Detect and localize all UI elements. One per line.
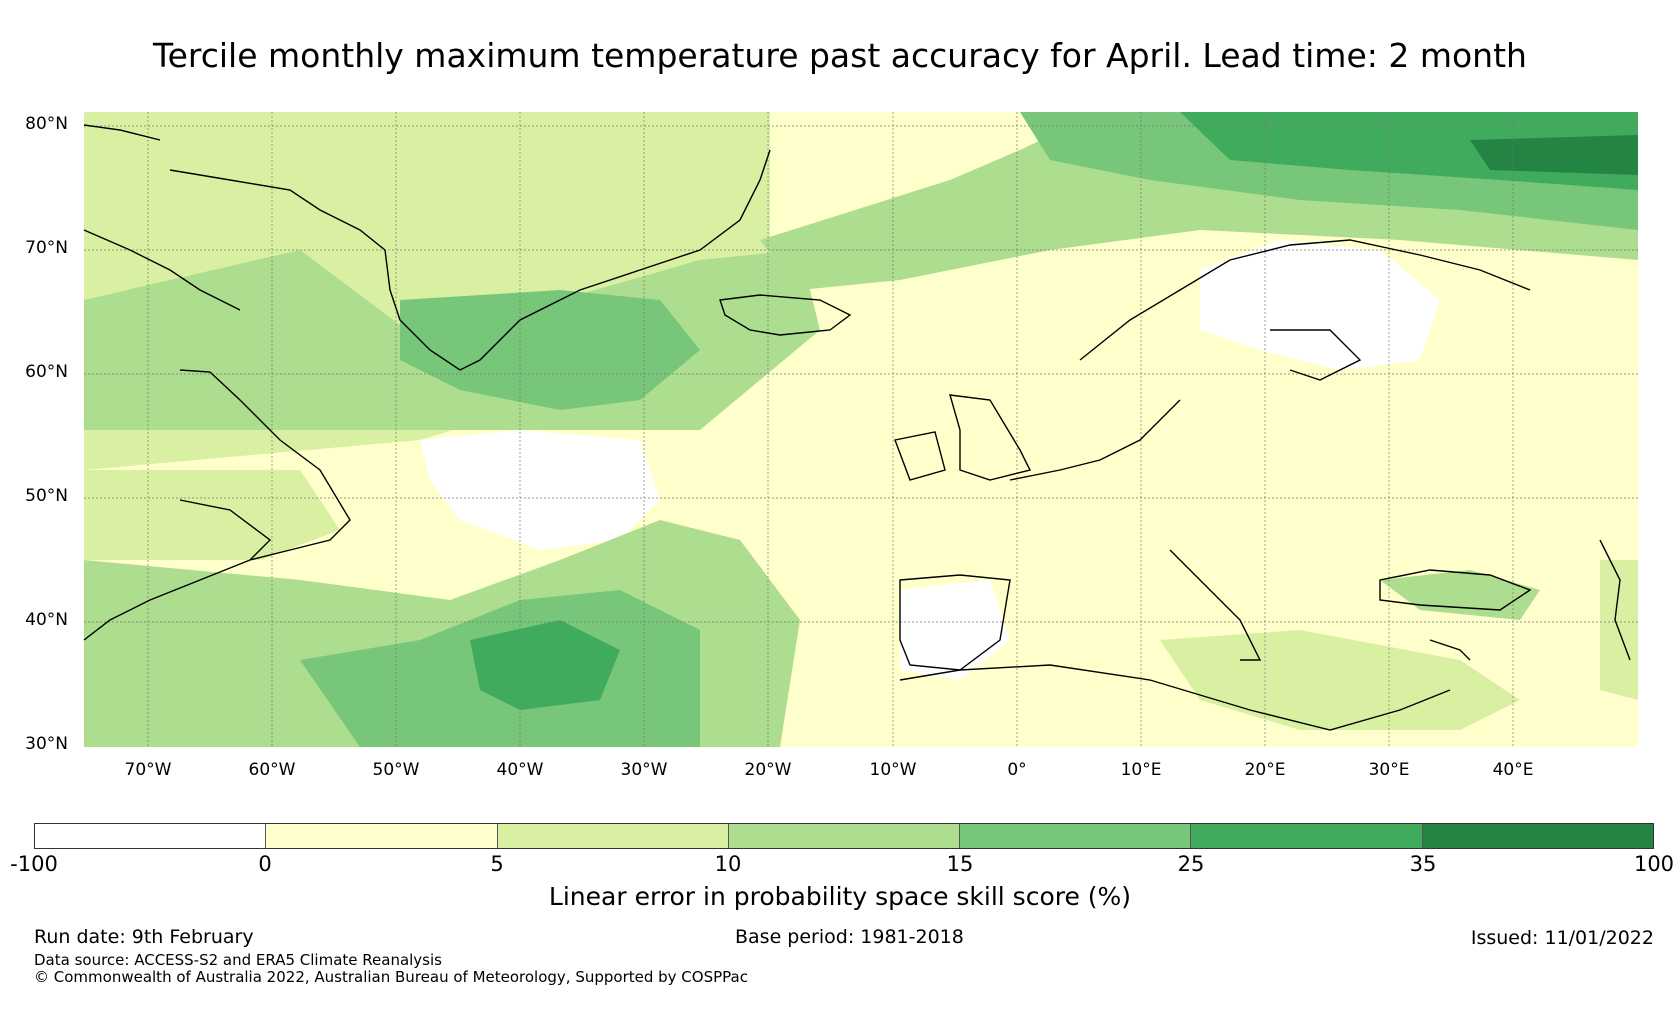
greenland-coast — [169, 149, 771, 371]
colorbar-segment — [35, 824, 267, 848]
lat-label-40n: 40°N — [25, 610, 68, 630]
lon-label-70w: 70°W — [124, 760, 172, 780]
lon-label-30w: 30°W — [620, 760, 668, 780]
norway-coast — [1079, 239, 1531, 361]
field-irminger — [400, 290, 700, 410]
colorbar-segment — [960, 824, 1192, 848]
coastlines — [83, 124, 1631, 731]
colorbar-tick: 25 — [1177, 852, 1205, 876]
continental-coast — [1009, 399, 1181, 481]
italy-coast — [1169, 549, 1262, 661]
field-iberia-white — [900, 580, 1010, 680]
lon-label-10e: 10°E — [1120, 760, 1162, 780]
lat-label-60n: 60°N — [25, 362, 68, 382]
anatolia-coast — [1429, 639, 1471, 661]
colorbar-tick: 15 — [946, 852, 974, 876]
lat-label-80n: 80°N — [25, 114, 68, 134]
lat-label-70n: 70°N — [25, 238, 68, 258]
field-east-med — [1160, 630, 1520, 730]
lon-label-30e: 30°E — [1368, 760, 1410, 780]
lon-label-20w: 20°W — [744, 760, 792, 780]
arctic-canada-coast — [83, 124, 161, 141]
field-atlantic-white — [420, 430, 660, 550]
iberia-coast — [899, 574, 1011, 671]
copyright: © Commonwealth of Australia 2022, Austra… — [34, 968, 748, 986]
labrador-coast — [83, 369, 351, 641]
lon-label-40w: 40°W — [496, 760, 544, 780]
field-black-sea — [1380, 570, 1540, 620]
colorbar-tick: 0 — [258, 852, 272, 876]
base-period: Base period: 1981-2018 — [735, 926, 964, 948]
colorbar-tick: 35 — [1409, 852, 1437, 876]
baffin-coast — [83, 229, 241, 311]
field-barents-peak — [1470, 135, 1638, 175]
baltic-coast — [1270, 329, 1362, 381]
field-subtropical-peak — [470, 620, 620, 710]
north-africa-coast — [899, 664, 1451, 731]
lon-label-0: 0° — [1007, 760, 1027, 780]
black-sea-coast — [1379, 569, 1532, 611]
colorbar-segment — [1191, 824, 1423, 848]
colorbar — [34, 823, 1654, 849]
lon-label-50w: 50°W — [372, 760, 420, 780]
great-britain-coast — [949, 394, 1032, 481]
data-source: Data source: ACCESS-S2 and ERA5 Climate … — [34, 951, 442, 969]
lon-label-60w: 60°W — [248, 760, 296, 780]
issued-date: Issued: 11/01/2022 — [1470, 927, 1654, 949]
colorbar-tick: 100 — [1633, 852, 1675, 876]
colorbar-label: Linear error in probability space skill … — [548, 882, 1132, 911]
graticule — [84, 112, 1638, 747]
colorbar-segment — [266, 824, 498, 848]
lon-label-20e: 20°E — [1244, 760, 1286, 780]
lat-label-50n: 50°N — [25, 486, 68, 506]
iceland-coast — [719, 294, 852, 336]
caspian-coast — [1599, 539, 1631, 661]
lon-label-10w: 10°W — [869, 760, 917, 780]
skill-field — [84, 112, 1638, 747]
colorbar-tick: 10 — [714, 852, 742, 876]
lon-label-40e: 40°E — [1492, 760, 1534, 780]
colorbar-tick: 5 — [490, 852, 504, 876]
map-title: Tercile monthly maximum temperature past… — [153, 36, 1527, 75]
colorbar-segment — [497, 824, 729, 848]
gulf-stlawrence-coast — [179, 499, 272, 561]
colorbar-segment — [728, 824, 961, 848]
ireland-coast — [894, 431, 946, 481]
field-scandinavia-white — [1200, 240, 1440, 370]
run-date: Run date: 9th February — [34, 926, 254, 948]
colorbar-segment — [1422, 824, 1653, 848]
colorbar-tick: -100 — [10, 852, 58, 876]
lat-label-30n: 30°N — [25, 734, 68, 754]
